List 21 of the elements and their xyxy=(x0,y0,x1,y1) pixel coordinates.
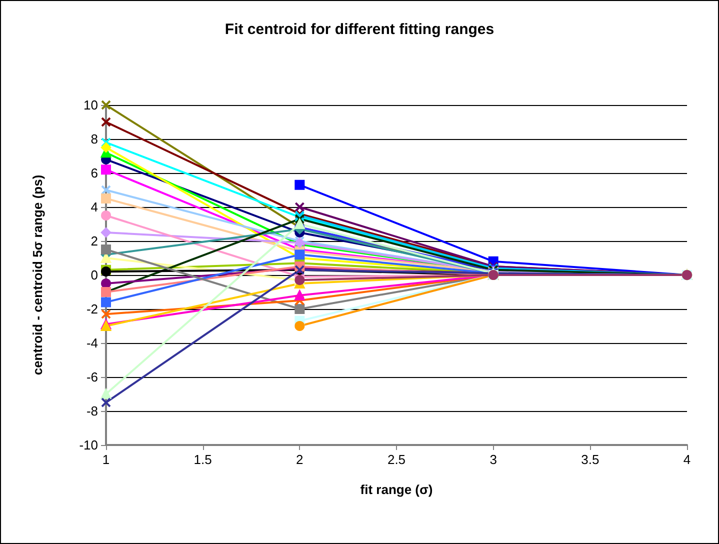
x-tick-label: 2.5 xyxy=(387,452,406,467)
y-tick-label: 2 xyxy=(90,234,98,248)
x-tick-label: 1.5 xyxy=(194,452,212,467)
y-tick-label: 6 xyxy=(90,166,98,180)
y-tick-label: -2 xyxy=(86,302,98,316)
x-tick-label: 3 xyxy=(490,452,497,467)
x-tick-label: 1 xyxy=(102,452,110,467)
x-tick-label: 3.5 xyxy=(581,452,600,467)
y-tick-label: 4 xyxy=(90,200,98,214)
y-tick-label: 10 xyxy=(84,98,98,112)
y-tick-label: -8 xyxy=(86,404,98,418)
x-tick-label: 4 xyxy=(683,452,691,467)
y-tick-label: -6 xyxy=(86,370,98,384)
chart-title: Fit centroid for different fitting ranges xyxy=(224,21,494,38)
y-axis-title: centroid - centroid 5σ range (ps) xyxy=(30,174,45,376)
x-tick-label: 2 xyxy=(296,452,304,467)
y-tick-label: -4 xyxy=(86,336,98,350)
y-tick-label: 8 xyxy=(90,132,98,146)
y-tick-label: -10 xyxy=(79,438,98,452)
y-tick-label: 0 xyxy=(90,268,98,282)
x-axis-title: fit range (σ) xyxy=(360,482,433,497)
